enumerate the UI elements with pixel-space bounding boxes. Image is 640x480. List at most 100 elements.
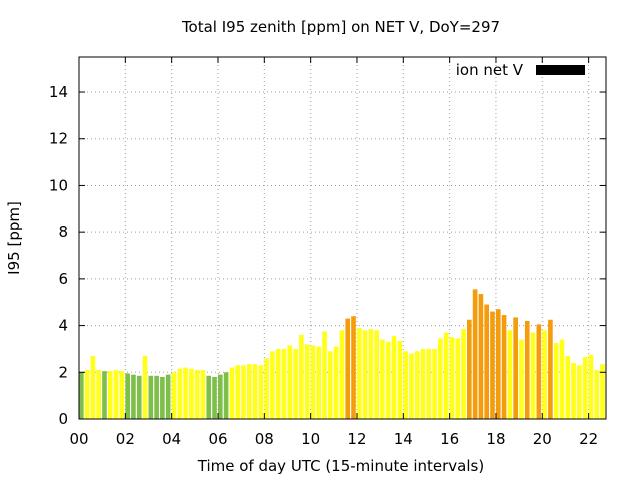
- y-tick-label: 14: [49, 83, 68, 101]
- legend-swatch: [536, 65, 585, 75]
- bar: [542, 330, 547, 419]
- bar: [131, 374, 136, 419]
- bar: [484, 304, 490, 419]
- y-tick-label: 12: [49, 130, 68, 148]
- bar: [385, 341, 391, 419]
- y-tick-label: 8: [58, 223, 68, 241]
- bar: [513, 317, 518, 419]
- bar: [449, 337, 455, 419]
- bar: [420, 348, 426, 419]
- bar: [252, 364, 258, 419]
- bar: [397, 340, 403, 419]
- bar-series: [79, 289, 605, 419]
- y-tick-label: 0: [58, 410, 68, 428]
- bar: [588, 354, 594, 419]
- x-axis-label: Time of day UTC (15-minute intervals): [197, 457, 484, 475]
- bar: [316, 346, 322, 419]
- bar: [351, 316, 356, 419]
- bar: [559, 339, 565, 419]
- y-tick-label: 10: [49, 176, 68, 194]
- bar: [577, 365, 582, 419]
- bar: [154, 375, 159, 419]
- bar: [530, 332, 536, 419]
- bar: [148, 375, 154, 419]
- bar: [258, 365, 264, 419]
- bar: [142, 355, 148, 419]
- bar: [275, 348, 281, 419]
- bar: [206, 375, 212, 419]
- bar: [96, 369, 101, 419]
- bar: [362, 330, 368, 419]
- bar: [270, 351, 275, 419]
- bar: [107, 371, 113, 419]
- legend-label: ion net V: [456, 61, 524, 79]
- bar: [229, 367, 235, 419]
- bar: [235, 365, 240, 419]
- x-tick-label: 22: [579, 430, 598, 448]
- bar: [160, 376, 165, 419]
- y-tick-label: 4: [58, 317, 68, 335]
- bar: [356, 327, 362, 419]
- bar: [461, 329, 466, 419]
- x-tick-label: 16: [440, 430, 459, 448]
- x-tick-label: 12: [347, 430, 366, 448]
- bar: [246, 364, 252, 419]
- bar: [119, 371, 125, 419]
- bar: [177, 368, 183, 419]
- bar: [553, 343, 559, 419]
- plot-frame: [78, 56, 607, 420]
- bar: [79, 372, 84, 419]
- bar: [443, 332, 449, 419]
- bar: [565, 355, 571, 419]
- bar: [426, 348, 432, 419]
- bar: [594, 369, 600, 419]
- bar: [438, 338, 443, 419]
- bar: [490, 311, 495, 419]
- y-tick-label: 2: [58, 363, 68, 381]
- bar: [84, 369, 90, 419]
- bar: [113, 369, 119, 419]
- bar: [293, 348, 298, 419]
- bar: [495, 309, 501, 419]
- bar: [264, 358, 269, 419]
- bar: [501, 315, 507, 419]
- bar: [380, 339, 385, 419]
- x-tick-label: 10: [301, 430, 320, 448]
- bar: [223, 372, 229, 419]
- grid-lines: [79, 57, 606, 419]
- bar: [200, 369, 206, 419]
- bar: [165, 374, 171, 419]
- bar: [322, 331, 327, 419]
- bar: [281, 348, 287, 419]
- bar: [571, 362, 576, 419]
- bar: [194, 369, 200, 419]
- bar: [368, 329, 374, 419]
- bar: [217, 374, 223, 419]
- bar: [582, 357, 588, 419]
- chart-title: Total I95 zenith [ppm] on NET V, DoY=297: [181, 18, 500, 36]
- y-axis-label: I95 [ppm]: [5, 201, 23, 275]
- bar: [241, 365, 246, 419]
- bar: [467, 319, 472, 419]
- legend: ion net V: [456, 61, 585, 79]
- bar: [328, 351, 333, 419]
- bar: [183, 367, 188, 419]
- bar: [339, 330, 345, 419]
- x-tick-label: 20: [533, 430, 552, 448]
- bar: [287, 345, 293, 419]
- x-tick-label: 02: [116, 430, 135, 448]
- bar: [432, 348, 437, 419]
- bar: [304, 344, 310, 419]
- bar: [414, 351, 420, 419]
- bar: [90, 355, 96, 419]
- bar: [189, 368, 194, 419]
- bar: [600, 364, 605, 419]
- bar: [403, 351, 408, 419]
- bar: [455, 338, 461, 419]
- bar: [536, 324, 542, 419]
- bar: [507, 330, 513, 419]
- bar: [299, 334, 304, 419]
- bar: [310, 345, 316, 419]
